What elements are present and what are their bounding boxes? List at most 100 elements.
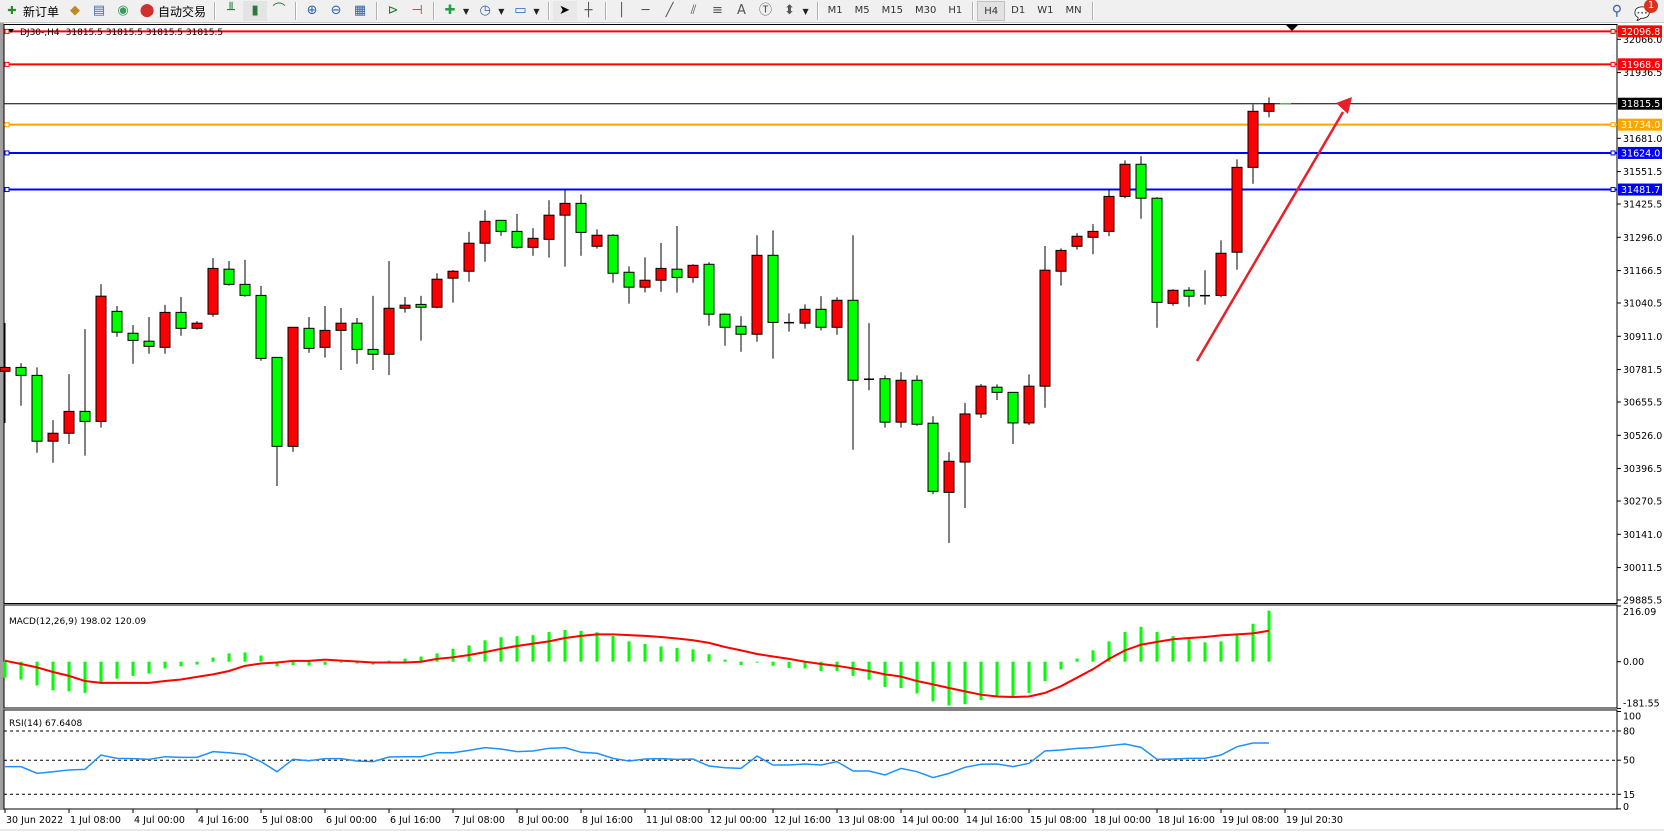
candle <box>847 235 859 450</box>
macd-histogram-bar <box>227 653 231 662</box>
line-handle[interactable] <box>1610 61 1616 67</box>
candle-body <box>895 379 907 423</box>
timeframe-m15[interactable]: M15 <box>881 5 904 16</box>
rsi-tick-label: 15 <box>1623 790 1635 801</box>
notifications-button[interactable]: 💬 1 <box>1634 0 1658 22</box>
candlestick-button[interactable]: ▮ <box>243 1 268 21</box>
horizontal-line-tool[interactable]: ─ <box>634 1 658 21</box>
new-order-label: 新订单 <box>23 4 60 19</box>
macd-histogram-bar <box>931 661 935 702</box>
fibonacci-icon: ≡ <box>712 3 723 18</box>
time-tick-label: 8 Jul 00:00 <box>518 815 569 826</box>
indicators-button[interactable]: ✚ ▼ <box>438 1 473 21</box>
candle <box>95 284 107 428</box>
candle <box>31 367 43 453</box>
new-order-button[interactable]: ✚ 新订单 <box>0 1 63 21</box>
line-handle[interactable] <box>4 122 10 128</box>
line-handle[interactable] <box>4 150 10 156</box>
macd-histogram-bar <box>179 661 183 667</box>
candle <box>447 269 459 303</box>
cursor-tool[interactable]: ➤ <box>552 1 577 21</box>
time-tick-label: 4 Jul 16:00 <box>198 815 249 826</box>
candle-body <box>431 278 443 308</box>
periods-button[interactable]: ◷ ▼ <box>473 1 508 21</box>
history-center-button[interactable]: ◆ <box>63 1 87 21</box>
chart-shift-marker-icon[interactable] <box>1286 25 1298 31</box>
bar-chart-button[interactable]: ╨ <box>219 1 243 21</box>
trendline-tool[interactable]: ╱ <box>658 1 682 21</box>
signals-button[interactable]: ◉ <box>111 1 135 21</box>
auto-scroll-button[interactable]: ⊳ <box>381 1 405 21</box>
candle-body <box>1135 163 1147 199</box>
candle <box>687 264 699 283</box>
candle-body <box>959 413 971 463</box>
search-icon[interactable]: ⚲ <box>1611 3 1622 19</box>
fibonacci-tool[interactable]: ≡ <box>706 1 730 21</box>
crosshair-tool[interactable]: ┼ <box>577 1 601 21</box>
timeframe-m1[interactable]: M1 <box>827 5 843 16</box>
chart-shift-button[interactable]: ⊣ <box>405 1 429 21</box>
chevron-down-icon: ▼ <box>498 6 505 16</box>
candle <box>79 329 91 456</box>
trend-arrow-shaft[interactable] <box>1195 111 1345 362</box>
candle <box>527 228 539 256</box>
line-handle[interactable] <box>4 28 10 34</box>
macd-histogram-bar <box>1123 632 1127 662</box>
tile-windows-button[interactable]: ▦ <box>348 1 372 21</box>
auto-trading-button[interactable]: ⬤ 自动交易 <box>135 1 210 21</box>
candle <box>1151 197 1163 328</box>
candle-body <box>1055 249 1067 272</box>
bar-chart-icon: ╨ <box>227 3 235 18</box>
line-handle[interactable] <box>1610 150 1616 156</box>
macd-histogram-bar <box>691 649 695 662</box>
collapse-triangle-icon <box>8 29 14 33</box>
symbol-timeframe: DJ30-,H4 <box>20 28 60 38</box>
price-line-label: 31481.7 <box>1621 185 1660 196</box>
timeframe-mn[interactable]: MN <box>1065 5 1082 16</box>
price-label-bg <box>1618 25 1662 38</box>
line-handle[interactable] <box>1610 187 1616 193</box>
price-label-bg <box>1618 118 1662 131</box>
candle <box>1135 156 1147 219</box>
templates-button[interactable]: ▭ ▼ <box>508 1 543 21</box>
arrows-tool[interactable]: ⬍ ▼ <box>778 1 813 21</box>
price-tick-label: 31166.5 <box>1623 266 1662 277</box>
vertical-line-tool[interactable]: │ <box>610 1 634 21</box>
zoom-out-button[interactable]: ⊖ <box>324 1 348 21</box>
macd-histogram-bar <box>787 661 791 668</box>
line-handle[interactable] <box>1610 122 1616 128</box>
candle <box>351 318 363 364</box>
zoom-in-button[interactable]: ⊕ <box>300 1 324 21</box>
candle <box>1007 391 1019 445</box>
line-handle[interactable] <box>4 61 10 67</box>
text-tool[interactable]: A <box>730 1 754 21</box>
auto-trading-label: 自动交易 <box>158 4 207 19</box>
text-label-tool[interactable]: Ⓣ <box>754 1 778 21</box>
candle-body <box>751 254 763 335</box>
macd-histogram-bar <box>1203 642 1207 662</box>
time-axis-bg <box>0 810 1664 832</box>
candle <box>239 259 251 297</box>
candle-body <box>479 220 491 244</box>
timeframe-m5[interactable]: M5 <box>854 5 870 16</box>
candle <box>1231 159 1243 270</box>
equidistant-channel-tool[interactable]: ⫽ <box>682 1 706 21</box>
timeframe-d1[interactable]: D1 <box>1011 5 1026 16</box>
macd-histogram-bar <box>1219 641 1223 662</box>
chart-background <box>0 23 1664 832</box>
candle-body <box>335 322 347 331</box>
timeframe-h1[interactable]: H1 <box>948 5 963 16</box>
price-tick-label: 31040.5 <box>1623 298 1662 309</box>
candle <box>1023 374 1035 426</box>
market-watch-button[interactable]: ▤ <box>87 1 111 21</box>
timeframe-h4[interactable]: H4 <box>977 1 1006 21</box>
candle <box>975 384 987 419</box>
line-handle[interactable] <box>1610 28 1616 34</box>
candle <box>111 305 123 337</box>
line-handle[interactable] <box>4 187 10 193</box>
line-chart-button[interactable]: ⌒ <box>267 1 291 21</box>
symbol-header: DJ30-,H4 31815.5 31815.5 31815.5 31815.5 <box>20 28 223 38</box>
timeframe-w1[interactable]: W1 <box>1037 5 1054 16</box>
timeframe-m30[interactable]: M30 <box>915 5 937 16</box>
